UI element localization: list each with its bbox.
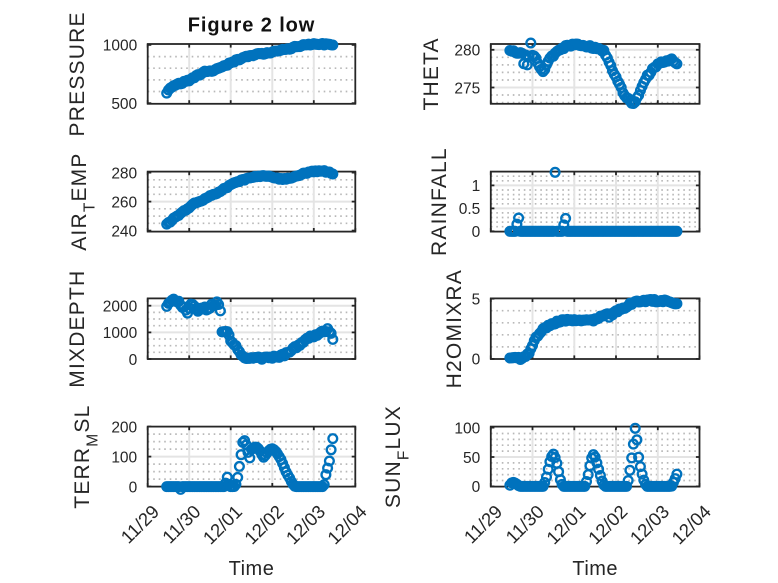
- svg-text:2000: 2000: [103, 299, 138, 316]
- svg-text:THETA: THETA: [420, 37, 443, 110]
- svg-text:240: 240: [111, 223, 137, 240]
- svg-text:0: 0: [129, 352, 138, 369]
- svg-text:5: 5: [472, 292, 481, 309]
- svg-text:100: 100: [454, 420, 480, 437]
- svg-text:1000: 1000: [103, 325, 138, 342]
- svg-text:H2OMIXRA: H2OMIXRA: [443, 269, 466, 388]
- svg-text:260: 260: [111, 194, 137, 211]
- svg-text:200: 200: [111, 419, 137, 436]
- svg-text:Time: Time: [572, 558, 618, 580]
- svg-text:500: 500: [111, 96, 137, 113]
- svg-text:PRESSURE: PRESSURE: [66, 11, 89, 136]
- svg-text:100: 100: [111, 449, 137, 466]
- svg-text:MIXDEPTH: MIXDEPTH: [66, 270, 89, 388]
- svg-text:Time: Time: [229, 558, 275, 580]
- svg-text:Figure 2 low: Figure 2 low: [188, 15, 315, 37]
- svg-text:280: 280: [454, 43, 480, 60]
- svg-text:RAINFALL: RAINFALL: [428, 147, 451, 256]
- svg-text:0: 0: [472, 479, 481, 496]
- svg-text:50: 50: [463, 450, 481, 467]
- svg-text:275: 275: [454, 80, 480, 97]
- svg-text:0: 0: [472, 352, 481, 369]
- svg-text:0: 0: [129, 479, 138, 496]
- svg-text:1000: 1000: [103, 38, 138, 55]
- svg-text:280: 280: [111, 165, 137, 182]
- svg-text:0.5: 0.5: [459, 201, 481, 218]
- svg-text:1: 1: [472, 178, 481, 195]
- svg-text:0: 0: [472, 224, 481, 241]
